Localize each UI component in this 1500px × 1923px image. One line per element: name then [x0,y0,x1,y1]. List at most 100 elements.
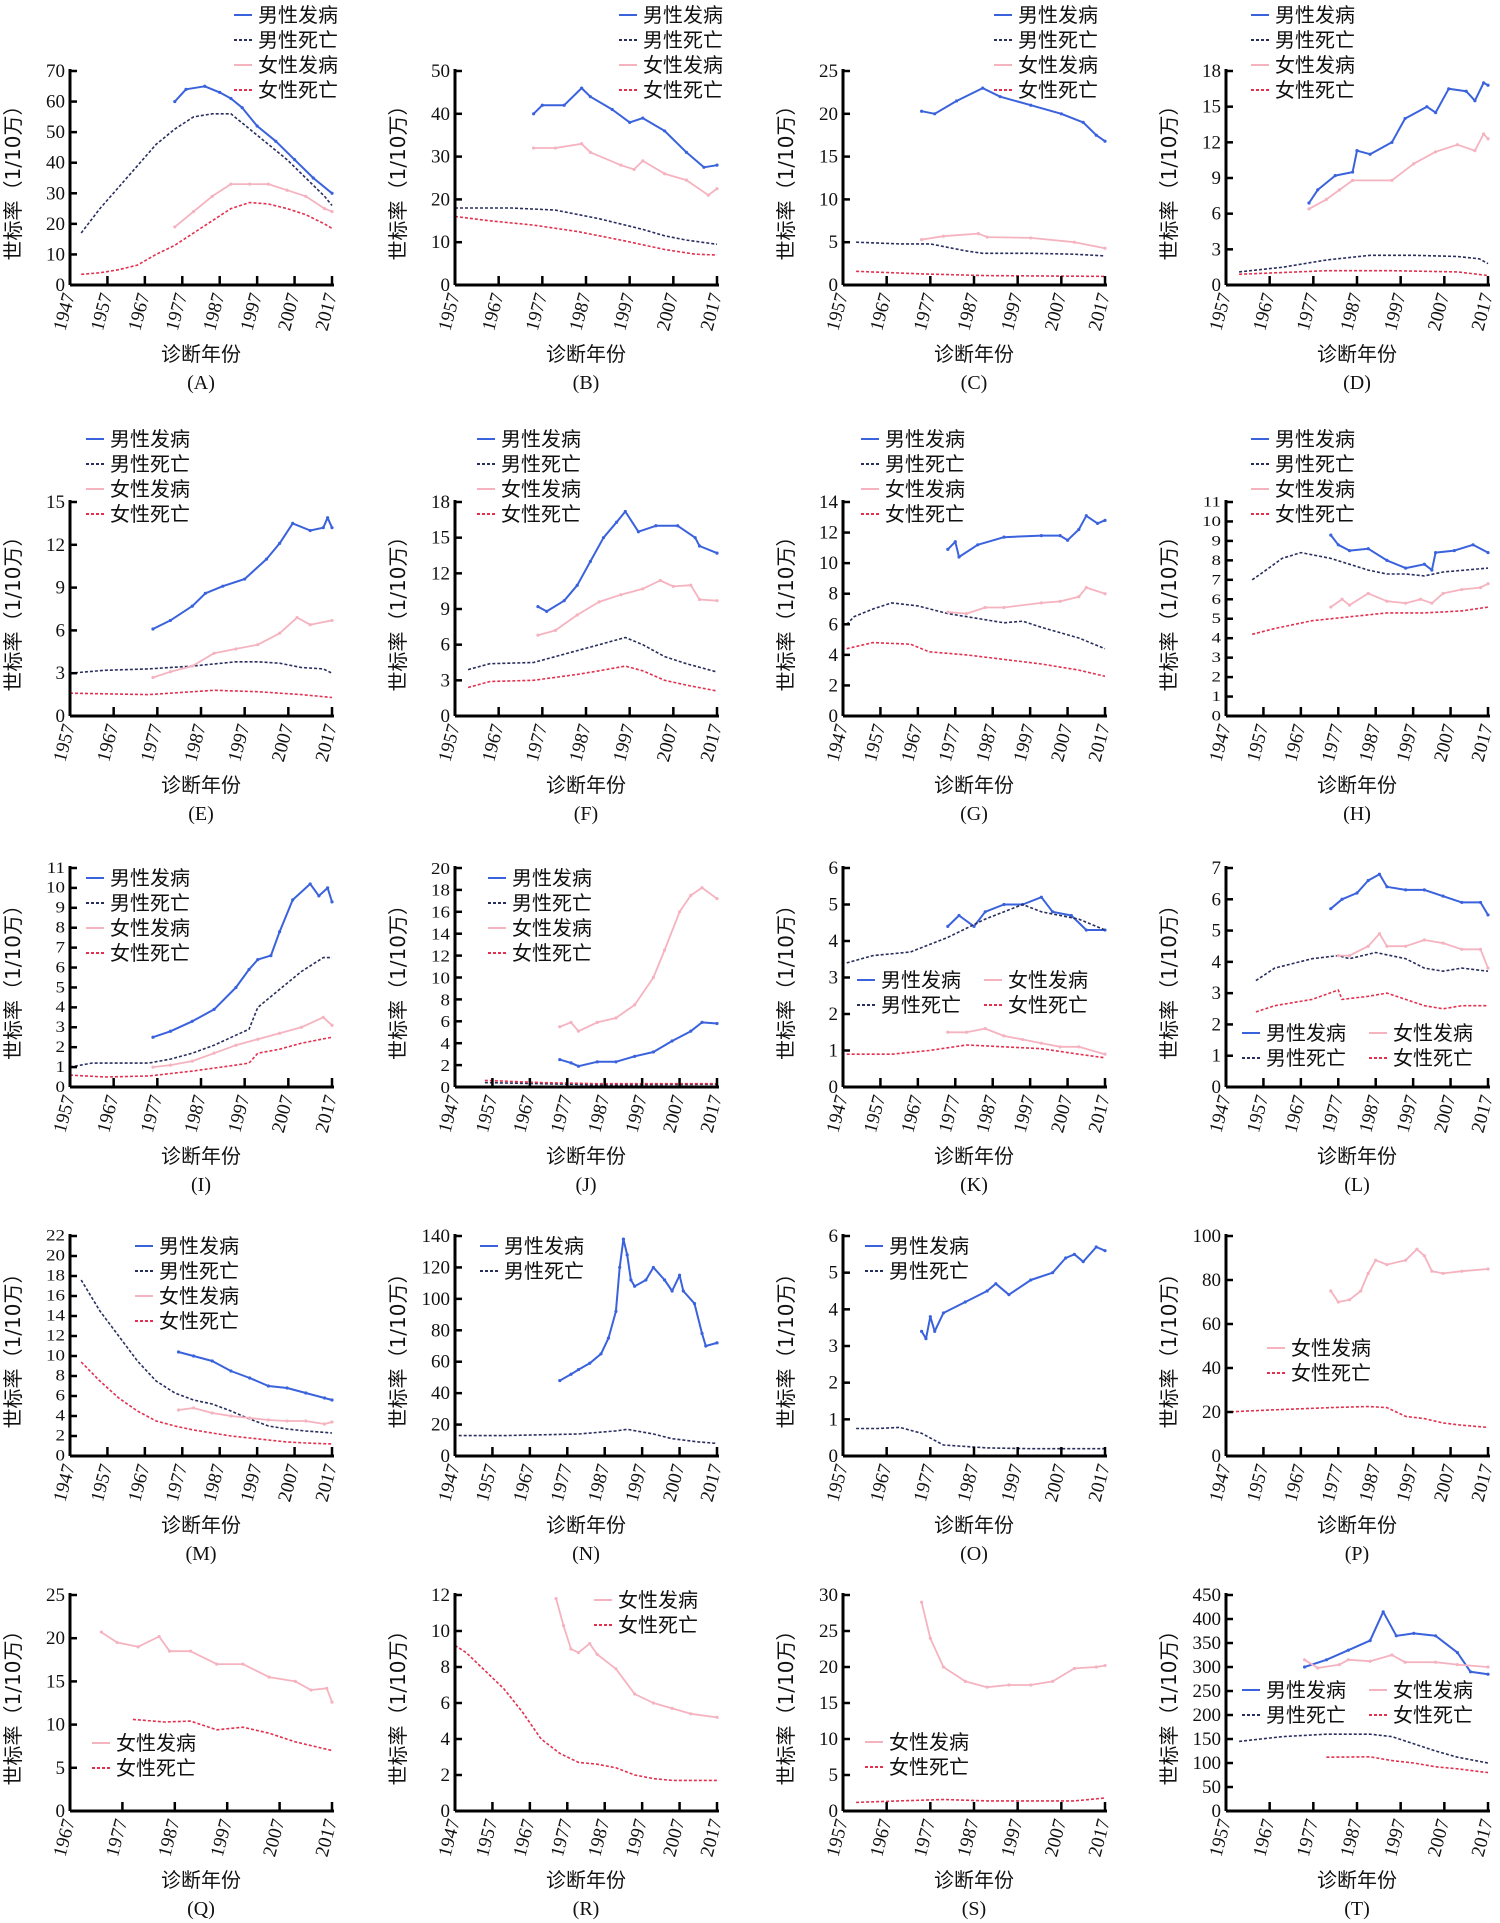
data-point-mi [1404,566,1408,570]
legend-label-md: 男性死亡 [1275,452,1355,476]
legend-label-fd: 女性死亡 [258,78,338,102]
y-axis-label: 世标率（1/10万） [774,96,798,261]
legend-item-mi: 男性发病 [86,427,190,451]
data-point-fi [256,1037,260,1041]
data-point-mi [326,886,330,890]
legend-item-fd: 女性死亡 [1369,1046,1473,1070]
data-point-mi [269,954,273,958]
legend-item-fi: 女性发病 [1267,1336,1371,1360]
y-tick-label: 0 [440,1078,450,1097]
x-tick-label: 1957 [823,291,853,333]
chart-panel-i: 0 1 2 3 4 5 6 7 8 9 10 11 1957 1967 1977 1987 1997 2007 20… [1,859,342,1196]
data-point-mi [330,900,334,904]
y-tick-label: 4 [829,931,839,952]
data-point-mi [203,591,207,595]
data-point-fi [1002,605,1006,610]
x-tick-label: 1987 [1355,722,1385,764]
legend-item-fd: 女性死亡 [488,941,592,965]
data-point-mi [1347,549,1352,553]
y-tick-label: 0 [441,1446,451,1467]
legend-item-mi: 男性发病 [86,866,190,890]
data-point-fi [575,613,579,617]
y-tick-label: 0 [1212,1446,1222,1467]
data-point-mi [636,530,641,534]
data-point-fi [1340,597,1344,601]
data-point-mi [311,176,315,180]
y-tick-label: 100 [1193,1226,1222,1247]
data-point-fi [190,664,194,668]
y-tick-label: 10 [1202,513,1221,530]
x-tick-label: 1957 [472,1817,502,1859]
data-point-fi [293,1679,297,1683]
data-point-fi [1094,1665,1098,1669]
data-point-fi [663,172,667,176]
x-tick-label: 1967 [1281,722,1311,764]
y-tick-label: 450 [1193,1585,1222,1606]
x-tick-label: 1987 [954,1462,984,1504]
data-point-mi [184,87,188,91]
data-point-fi [1403,1660,1407,1664]
legend-label-fd: 女性死亡 [116,1756,196,1780]
data-point-mi [663,129,667,133]
x-tick-label: 2007 [659,1462,689,1504]
legend-label-fd: 女性死亡 [643,78,723,102]
data-point-mi [266,1384,270,1388]
data-point-mi [562,599,566,603]
data-point-mi [218,90,222,94]
legend-label-md: 男性死亡 [1266,1046,1346,1070]
x-axis-label: 诊断年份 [546,773,626,797]
data-point-fi [1058,1045,1062,1049]
data-point-mi [614,520,619,524]
legend-item-fi: 女性发病 [1369,1021,1473,1045]
data-point-mi [693,536,697,540]
data-point-mi [1058,534,1062,538]
y-tick-label: 4 [1212,630,1222,647]
y-tick-label: 9 [1212,168,1222,189]
data-point-fi [614,1667,618,1671]
data-point-mi [330,191,334,195]
data-point-mi [569,1372,573,1376]
legend-label-fi: 女性发病 [501,477,581,501]
data-point-mi [1404,888,1408,892]
y-tick-label: 0 [829,1077,839,1098]
data-point-mi [1355,149,1359,153]
data-point-mi [540,103,544,107]
data-point-fi [210,1411,214,1415]
data-point-fi [1486,1267,1490,1271]
y-tick-label: 1 [829,1409,839,1430]
y-tick-label: 100 [1193,1753,1222,1774]
x-tick-label: 1987 [584,1093,614,1135]
data-point-mi [1434,550,1438,555]
data-point-mi [601,536,606,540]
data-point-mi [1072,1252,1077,1256]
data-point-fi [308,623,312,627]
y-tick-label: 1 [56,1059,65,1076]
data-point-fi [569,1647,573,1651]
y-tick-label: 2 [829,675,839,696]
y-tick-label: 4 [56,1407,66,1424]
data-point-mi [595,1060,599,1064]
legend-item-fi: 女性发病 [86,916,190,940]
legend-label-fd: 女性死亡 [1008,993,1088,1017]
legend-label-fi: 女性发病 [1393,1021,1473,1045]
chart-panel-t: 0 50 100 150 200 250 300 350 400 450 1957 1967 1977 1… [1157,1585,1498,1920]
x-tick-label: 1957 [87,1462,117,1504]
legend-label-fd: 女性死亡 [1275,78,1355,102]
data-point-fi [1385,944,1389,948]
data-point-mi [1316,188,1320,192]
x-tick-label: 1967 [1249,291,1279,333]
data-point-mi [151,1035,155,1039]
data-point-mi [190,1019,194,1023]
data-point-mi [532,112,536,116]
data-point-fi [210,194,214,198]
data-point-mi [1039,534,1043,538]
data-point-mi [1029,1278,1033,1282]
y-tick-label: 12 [431,946,450,965]
y-tick-label: 10 [819,553,838,574]
data-point-fi [330,1700,334,1704]
legend-item-fd: 女性死亡 [86,941,190,965]
data-point-fi [576,1651,581,1655]
